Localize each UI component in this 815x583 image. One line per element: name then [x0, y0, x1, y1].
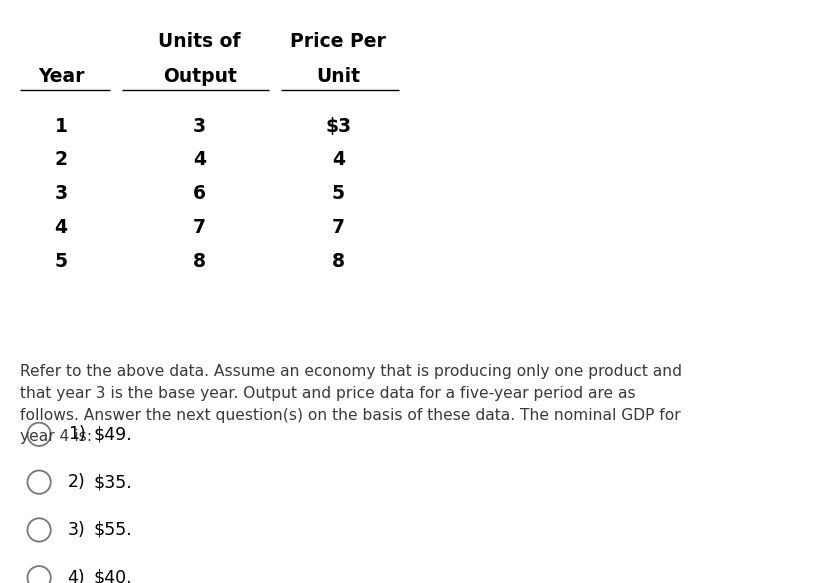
- Text: 4: 4: [193, 150, 206, 170]
- Text: $40.: $40.: [94, 569, 132, 583]
- Text: $35.: $35.: [94, 473, 133, 491]
- Text: Output: Output: [163, 67, 236, 86]
- Text: 3: 3: [193, 117, 206, 136]
- Text: 1): 1): [68, 426, 86, 443]
- Text: 5: 5: [55, 252, 68, 271]
- Text: 8: 8: [332, 252, 345, 271]
- Text: 5: 5: [332, 184, 345, 203]
- Text: 3): 3): [68, 521, 86, 539]
- Text: $49.: $49.: [94, 426, 133, 443]
- Text: 4: 4: [332, 150, 345, 170]
- Text: 7: 7: [193, 218, 206, 237]
- Text: 4): 4): [68, 569, 86, 583]
- Text: Units of: Units of: [158, 32, 241, 51]
- Text: 7: 7: [332, 218, 345, 237]
- Text: $3: $3: [325, 117, 351, 136]
- Text: 2): 2): [68, 473, 86, 491]
- Text: 3: 3: [55, 184, 68, 203]
- Text: 4: 4: [55, 218, 68, 237]
- Text: 8: 8: [193, 252, 206, 271]
- Text: Price Per: Price Per: [290, 32, 386, 51]
- Text: 6: 6: [193, 184, 206, 203]
- Text: Year: Year: [37, 67, 85, 86]
- Text: 2: 2: [55, 150, 68, 170]
- Text: $55.: $55.: [94, 521, 133, 539]
- Text: Refer to the above data. Assume an economy that is producing only one product an: Refer to the above data. Assume an econo…: [20, 364, 682, 444]
- Text: Unit: Unit: [316, 67, 360, 86]
- Text: 1: 1: [55, 117, 68, 136]
